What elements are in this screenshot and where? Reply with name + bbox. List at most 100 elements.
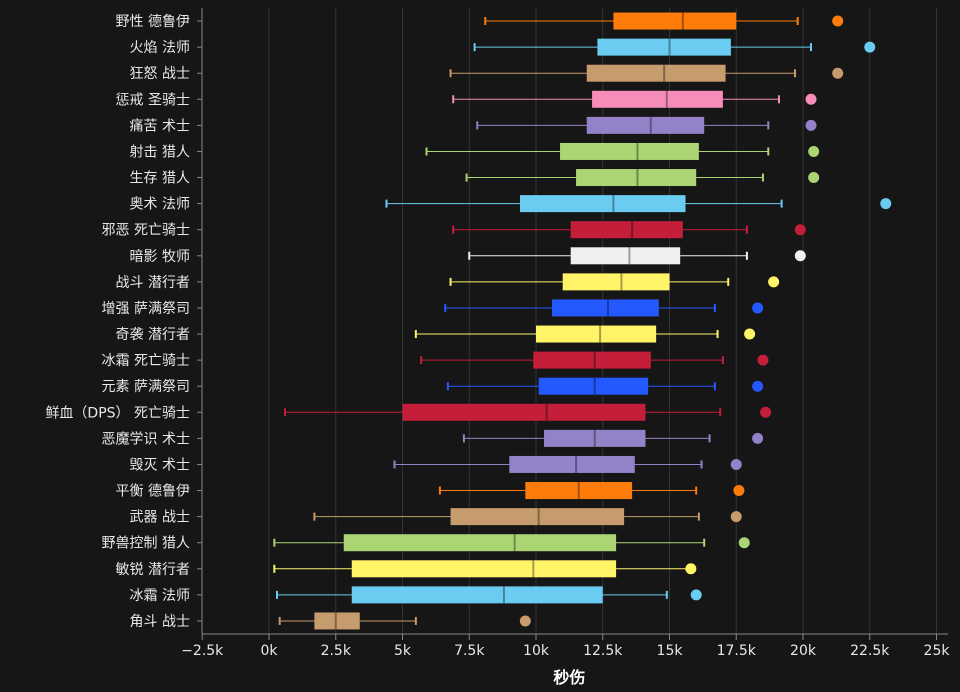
box-19 (313, 508, 742, 526)
category-label: 痛苦 术士 (130, 117, 190, 134)
iqr-box (570, 221, 683, 239)
outlier-point (794, 250, 806, 262)
box-11 (444, 299, 764, 317)
box-13 (420, 351, 769, 369)
category-label: 恶魔学识 术士 (102, 431, 190, 447)
outlier-point (752, 432, 764, 444)
iqr-box (402, 403, 646, 421)
box-3 (452, 90, 817, 108)
outlier-point (832, 15, 844, 27)
x-tick-label: 10k (523, 643, 550, 659)
category-label: 元素 萨满祭司 (102, 379, 190, 395)
outlier-point (685, 563, 697, 575)
x-tick-label: 17.5k (717, 643, 757, 659)
x-tick-label: 20k (790, 643, 817, 659)
iqr-box (450, 508, 625, 526)
iqr-box (351, 560, 617, 578)
category-label: 野性 德鲁伊 (116, 14, 190, 30)
category-label: 射击 猎人 (130, 144, 190, 160)
box-10 (449, 273, 780, 291)
category-label: 角斗 战士 (130, 614, 190, 630)
x-tick-label: 5k (394, 643, 412, 659)
outlier-point (690, 589, 702, 601)
outlier-point (805, 119, 817, 131)
x-tick-label: −2.5k (181, 643, 224, 659)
outlier-point (757, 354, 769, 366)
outlier-point (864, 41, 876, 53)
category-label: 冰霜 死亡骑士 (102, 353, 190, 369)
box-23 (278, 612, 531, 630)
box-18 (438, 482, 745, 500)
category-label: 奥术 法师 (130, 196, 190, 213)
outlier-point (752, 302, 764, 314)
outlier-point (730, 511, 742, 523)
category-label: 野兽控制 猎人 (102, 536, 190, 552)
x-tick-label: 15k (657, 643, 684, 659)
box-17 (393, 455, 742, 473)
outlier-point (519, 615, 531, 627)
box-21 (273, 560, 697, 578)
iqr-box (570, 247, 681, 265)
box-4 (476, 116, 817, 134)
x-tick-label: 2.5k (321, 643, 352, 659)
box-20 (273, 534, 750, 552)
iqr-box (586, 116, 705, 134)
iqr-box (562, 273, 670, 291)
category-label: 暗影 牧师 (130, 249, 190, 265)
iqr-box (597, 38, 731, 56)
x-tick-label: 12.5k (583, 643, 623, 659)
outlier-point (805, 93, 817, 105)
iqr-box (613, 12, 737, 30)
category-label: 惩戒 圣骑士 (116, 92, 190, 108)
category-label: 鲜血（DPS） 死亡骑士 (45, 405, 190, 421)
category-label: 增强 萨满祭司 (102, 301, 190, 317)
box-6 (465, 169, 820, 187)
iqr-box (519, 195, 686, 213)
iqr-box (586, 64, 726, 82)
outlier-point (880, 198, 892, 210)
outlier-point (733, 485, 745, 497)
outlier-point (832, 67, 844, 79)
x-axis: −2.5k 0k 2.5k 5k 7.5k 10k 12.5k 15k 17.5k 20k 22.5… (181, 633, 951, 659)
iqr-box (538, 377, 649, 395)
box-9 (468, 247, 806, 265)
box-5 (425, 142, 820, 160)
category-label: 武器 战士 (130, 510, 190, 526)
outlier-point (808, 172, 820, 184)
outlier-point (730, 458, 742, 470)
plot-area (273, 12, 892, 630)
outlier-point (794, 224, 806, 236)
grid (268, 8, 937, 634)
box-22 (276, 586, 702, 604)
box-16 (462, 429, 764, 447)
x-tick-label: 0k (260, 643, 278, 659)
iqr-box (533, 351, 651, 369)
outlier-point (768, 276, 780, 288)
category-label: 火焰 法师 (130, 40, 190, 56)
category-label: 敏锐 潜行者 (116, 562, 190, 578)
box-8 (452, 221, 806, 239)
category-label: 战斗 潜行者 (116, 275, 190, 291)
outlier-point (752, 380, 764, 392)
outlier-point (808, 145, 820, 157)
box-2 (449, 64, 844, 82)
outlier-point (760, 406, 772, 418)
iqr-box (351, 586, 603, 604)
box-15 (284, 403, 772, 421)
outlier-point (744, 328, 756, 340)
category-label: 奇袭 潜行者 (116, 326, 190, 343)
iqr-box (525, 482, 633, 500)
category-label: 冰霜 法师 (130, 588, 190, 604)
iqr-box (592, 90, 723, 108)
x-tick-label: 25k (924, 643, 951, 659)
x-tick-label: 22.5k (850, 643, 890, 659)
category-label: 狂怒 战士 (130, 66, 190, 82)
iqr-box (314, 612, 360, 630)
category-label: 毁灭 术士 (130, 457, 190, 473)
box-1 (473, 38, 876, 56)
box-12 (414, 325, 756, 343)
iqr-box (552, 299, 659, 317)
category-label: 平衡 德鲁伊 (116, 484, 190, 500)
